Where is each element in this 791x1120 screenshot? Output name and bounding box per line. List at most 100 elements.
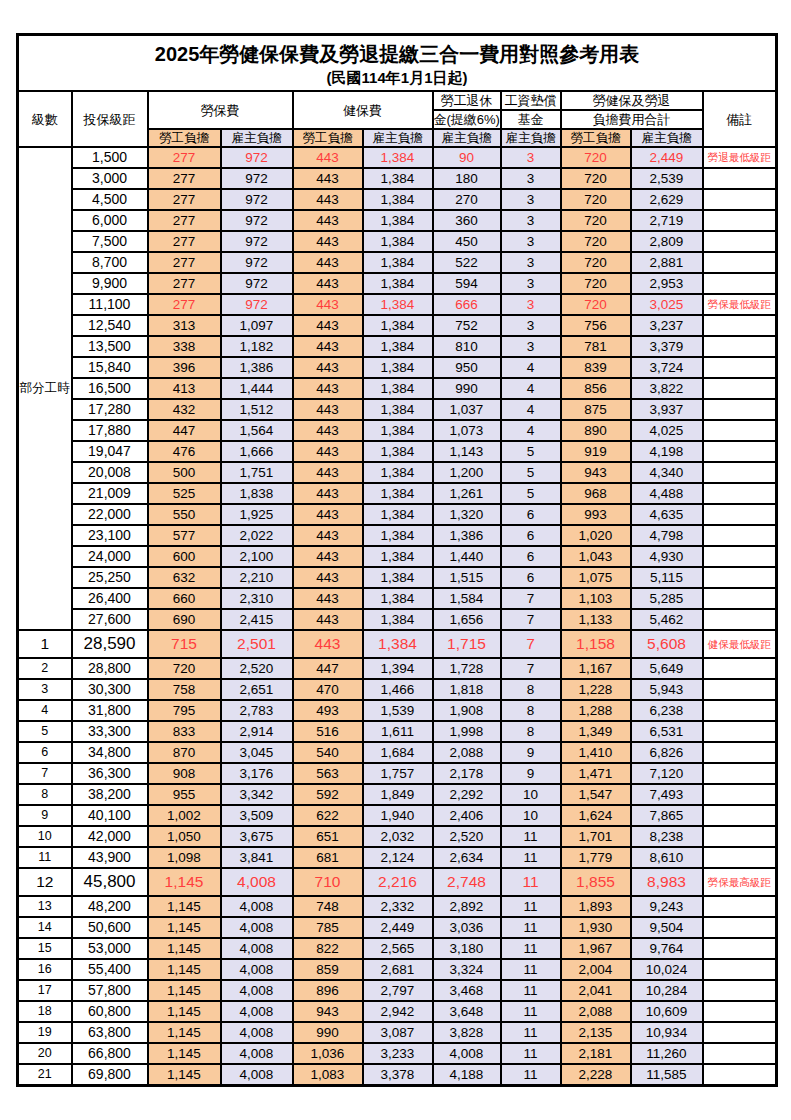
page-subtitle: (民國114年1月1日起) <box>19 69 775 87</box>
labor-fee-employee-cell: 396 <box>148 357 221 378</box>
remark-cell <box>703 805 777 826</box>
wage-arrears-fund-employer-cell: 11 <box>501 980 561 1001</box>
health-fee-employer-cell: 1,384 <box>363 504 433 525</box>
salary-bracket-cell: 26,400 <box>72 588 148 609</box>
salary-bracket-cell: 30,300 <box>72 679 148 700</box>
salary-bracket-cell: 1,500 <box>72 147 148 168</box>
table-row: 9,9002779724431,38459437202,953 <box>18 273 777 294</box>
labor-fee-employee-cell: 476 <box>148 441 221 462</box>
salary-bracket-cell: 3,000 <box>72 168 148 189</box>
labor-fee-employee-cell: 908 <box>148 763 221 784</box>
health-fee-employee-cell: 516 <box>293 721 363 742</box>
wage-arrears-fund-employer-cell: 6 <box>501 567 561 588</box>
table-row: 20,0085001,7514431,3841,20059434,340 <box>18 462 777 483</box>
labor-fee-employee-cell: 1,145 <box>148 1064 221 1086</box>
labor-fee-employee-cell: 277 <box>148 189 221 210</box>
health-fee-employer-cell: 1,384 <box>363 294 433 315</box>
table-row: 533,3008332,9145161,6111,99881,3496,531 <box>18 721 777 742</box>
labor-fee-employee-cell: 758 <box>148 679 221 700</box>
health-fee-employer-cell: 2,332 <box>363 896 433 917</box>
total-employee-cell: 943 <box>561 462 631 483</box>
table-row: 1348,2001,1454,0087482,3322,892111,8939,… <box>18 896 777 917</box>
wage-arrears-fund-employer-cell: 7 <box>501 630 561 658</box>
salary-bracket-cell: 36,300 <box>72 763 148 784</box>
total-employer-cell: 6,826 <box>631 742 703 763</box>
pension-employer-cell: 90 <box>433 147 501 168</box>
total-employer-cell: 5,462 <box>631 609 703 630</box>
labor-fee-employer-cell: 972 <box>221 294 293 315</box>
pension-employer-cell: 3,324 <box>433 959 501 980</box>
level-cell: 9 <box>18 805 72 826</box>
total-employer-cell: 4,488 <box>631 483 703 504</box>
labor-fee-employee-cell: 277 <box>148 252 221 273</box>
table-row: 24,0006002,1004431,3841,44061,0434,930 <box>18 546 777 567</box>
table-row: 1450,6001,1454,0087852,4493,036111,9309,… <box>18 917 777 938</box>
total-employee-cell: 2,135 <box>561 1022 631 1043</box>
pension-employer-cell: 522 <box>433 252 501 273</box>
health-fee-employee-cell: 443 <box>293 588 363 609</box>
labor-fee-employee-cell: 432 <box>148 399 221 420</box>
salary-bracket-cell: 12,540 <box>72 315 148 336</box>
table-row: 940,1001,0023,5096221,9402,406101,6247,8… <box>18 805 777 826</box>
total-employer-cell: 9,504 <box>631 917 703 938</box>
remark-cell <box>703 826 777 847</box>
total-employee-cell: 1,288 <box>561 700 631 721</box>
wage-arrears-fund-employer-cell: 3 <box>501 336 561 357</box>
labor-fee-employee-cell: 795 <box>148 700 221 721</box>
labor-fee-employee-cell: 833 <box>148 721 221 742</box>
total-employer-cell: 3,822 <box>631 378 703 399</box>
salary-bracket-cell: 4,500 <box>72 189 148 210</box>
premium-reference-table: 2025年勞健保保費及勞退提繳三合一費用對照參考用表 (民國114年1月1日起)… <box>16 33 778 1087</box>
remark-cell <box>703 189 777 210</box>
health-fee-employee-cell: 443 <box>293 336 363 357</box>
salary-bracket-cell: 16,500 <box>72 378 148 399</box>
total-employee-cell: 720 <box>561 168 631 189</box>
health-fee-employee-cell: 443 <box>293 231 363 252</box>
labor-fee-employer-cell: 1,925 <box>221 504 293 525</box>
pension-employer-cell: 2,088 <box>433 742 501 763</box>
pension-employer-cell: 1,908 <box>433 700 501 721</box>
remark-cell <box>703 483 777 504</box>
health-fee-employer-cell: 1,539 <box>363 700 433 721</box>
remark-cell <box>703 1064 777 1086</box>
level-group-label: 部分工時 <box>18 147 72 630</box>
table-row: 838,2009553,3425921,8492,292101,5477,493 <box>18 784 777 805</box>
total-employee-cell: 720 <box>561 189 631 210</box>
remark-cell: 勞保最低級距 <box>703 294 777 315</box>
labor-fee-employer-cell: 972 <box>221 273 293 294</box>
level-cell: 7 <box>18 763 72 784</box>
table-row: 15,8403961,3864431,38495048393,724 <box>18 357 777 378</box>
table-row: 1963,8001,1454,0089903,0873,828112,13510… <box>18 1022 777 1043</box>
pension-employer-cell: 810 <box>433 336 501 357</box>
col-header-salary: 投保級距 <box>72 91 148 147</box>
health-fee-employee-cell: 443 <box>293 147 363 168</box>
health-fee-employee-cell: 1,083 <box>293 1064 363 1086</box>
col-header-remark: 備註 <box>703 91 777 147</box>
pension-employer-cell: 360 <box>433 210 501 231</box>
wage-arrears-fund-employer-cell: 3 <box>501 231 561 252</box>
level-cell: 6 <box>18 742 72 763</box>
level-cell: 13 <box>18 896 72 917</box>
salary-bracket-cell: 63,800 <box>72 1022 148 1043</box>
pension-employer-cell: 1,440 <box>433 546 501 567</box>
page: 2025年勞健保保費及勞退提繳三合一費用對照參考用表 (民國114年1月1日起)… <box>0 0 791 1087</box>
health-fee-employee-cell: 563 <box>293 763 363 784</box>
health-fee-employer-cell: 3,087 <box>363 1022 433 1043</box>
wage-arrears-fund-employer-cell: 8 <box>501 679 561 700</box>
health-fee-employee-cell: 622 <box>293 805 363 826</box>
health-fee-employer-cell: 1,384 <box>363 147 433 168</box>
remark-cell <box>703 896 777 917</box>
total-employee-cell: 2,041 <box>561 980 631 1001</box>
remark-cell <box>703 525 777 546</box>
table-row: 4,5002779724431,38427037202,629 <box>18 189 777 210</box>
labor-fee-employee-cell: 1,002 <box>148 805 221 826</box>
remark-cell <box>703 1043 777 1064</box>
health-fee-employer-cell: 1,384 <box>363 567 433 588</box>
health-fee-employer-cell: 3,378 <box>363 1064 433 1086</box>
salary-bracket-cell: 25,250 <box>72 567 148 588</box>
total-employee-cell: 2,181 <box>561 1043 631 1064</box>
labor-fee-employee-cell: 413 <box>148 378 221 399</box>
pension-employer-cell: 1,998 <box>433 721 501 742</box>
remark-cell <box>703 210 777 231</box>
health-fee-employee-cell: 443 <box>293 546 363 567</box>
